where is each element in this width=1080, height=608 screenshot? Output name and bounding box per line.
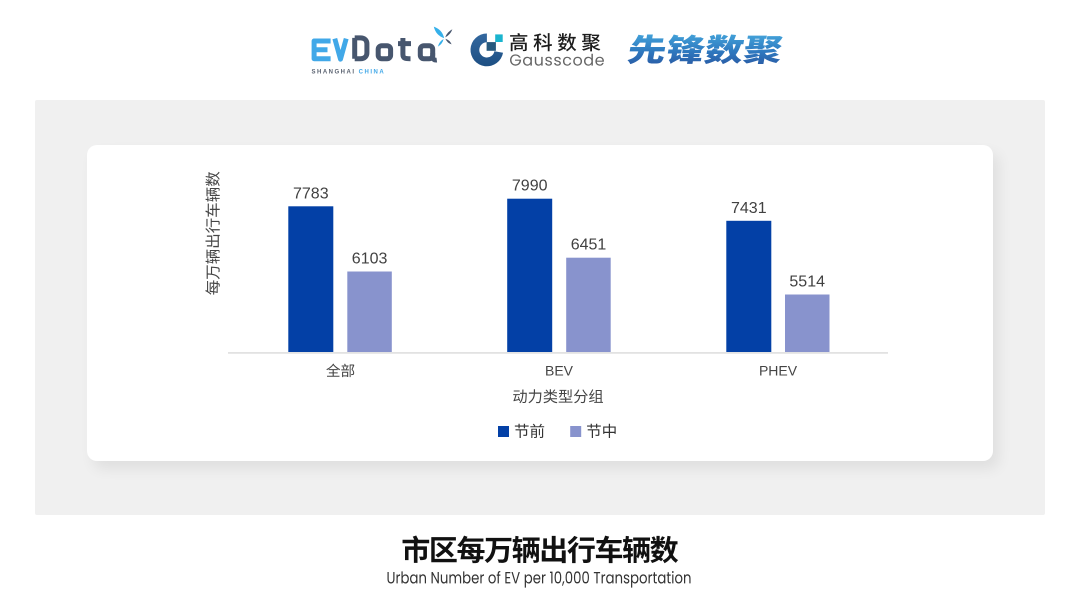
- svg-text:7431: 7431: [731, 200, 767, 217]
- svg-text:PHEV: PHEV: [759, 363, 798, 379]
- svg-text:7990: 7990: [512, 178, 548, 195]
- svg-text:SHANGHAI CHINA: SHANGHAI CHINA: [312, 70, 386, 76]
- svg-text:7783: 7783: [293, 185, 329, 202]
- svg-text:5514: 5514: [789, 274, 825, 291]
- svg-text:6451: 6451: [571, 237, 607, 254]
- svg-text:BEV: BEV: [545, 363, 574, 379]
- svg-text:6103: 6103: [352, 251, 388, 268]
